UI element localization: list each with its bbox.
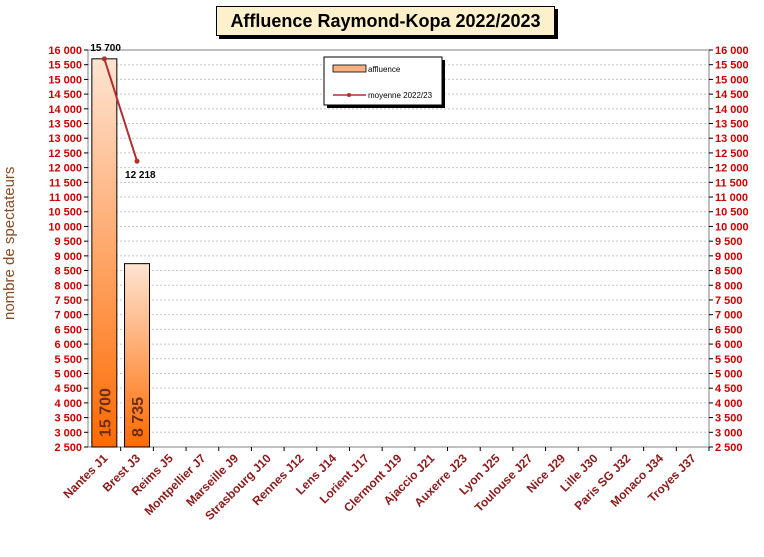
- y-tick-label-left: 14 000: [48, 104, 82, 116]
- y-tick-label-right: 14 500: [715, 89, 749, 101]
- y-tick-label-right: 12 500: [715, 148, 749, 160]
- y-tick-label-left: 13 500: [48, 119, 82, 131]
- y-tick-label-left: 8 500: [54, 266, 82, 278]
- y-tick-label-left: 11 000: [49, 192, 82, 204]
- y-tick-label-left: 13 000: [48, 133, 82, 145]
- average-point: [134, 158, 140, 164]
- y-tick-label-right: 14 000: [715, 104, 749, 116]
- y-tick-label-right: 16 000: [715, 45, 749, 57]
- y-tick-label-left: 6 000: [54, 339, 82, 351]
- legend-line-marker: [347, 93, 351, 97]
- y-tick-label-right: 11 500: [715, 177, 748, 189]
- y-tick-label-left: 16 000: [48, 45, 82, 57]
- average-point-label: 15 700: [90, 43, 121, 54]
- y-tick-label-right: 5 000: [715, 368, 743, 380]
- chart-title: Affluence Raymond-Kopa 2022/2023: [216, 6, 555, 36]
- y-tick-label-right: 10 500: [715, 207, 749, 219]
- y-tick-label-left: 2 500: [54, 442, 82, 454]
- average-point: [101, 56, 107, 62]
- average-line: 15 700 12 218: [90, 43, 156, 181]
- y-tick-label-right: 3 000: [715, 427, 743, 439]
- y-tick-label-right: 8 500: [715, 266, 743, 278]
- y-tick-label-left: 15 000: [48, 74, 82, 86]
- bars: 15 700 8 735: [91, 58, 151, 448]
- y-tick-label-right: 4 000: [715, 398, 743, 410]
- y-tick-label-left: 11 500: [49, 177, 82, 189]
- y-tick-label-right: 5 500: [715, 354, 743, 366]
- y-tick-label-right: 7 000: [715, 310, 743, 322]
- y-tick-label-left: 3 000: [54, 427, 82, 439]
- y-tick-label-left: 8 000: [54, 280, 82, 292]
- y-tick-label-right: 13 000: [715, 133, 749, 145]
- y-tick-label-left: 7 500: [54, 295, 82, 307]
- y-axis-right-ticks: 2 500 3 000 3 500 4 000 4 500 5 000 5 500 6 000…: [709, 45, 749, 454]
- y-tick-label-right: 8 000: [715, 280, 743, 292]
- bar: [124, 263, 151, 448]
- y-tick-label-right: 9 500: [715, 236, 743, 248]
- y-tick-label-left: 6 500: [54, 324, 82, 336]
- y-tick-label-right: 12 000: [715, 163, 749, 175]
- y-tick-label-right: 7 500: [715, 295, 743, 307]
- y-tick-label-left: 4 500: [54, 383, 82, 395]
- y-tick-label-right: 3 500: [715, 413, 743, 425]
- y-tick-label-left: 5 500: [54, 354, 82, 366]
- y-tick-label-left: 15 500: [48, 60, 82, 72]
- y-tick-label-right: 2 500: [715, 442, 743, 454]
- average-point-label: 12 218: [125, 170, 156, 181]
- plot-frame: [87, 49, 710, 448]
- y-tick-label-left: 12 500: [48, 148, 82, 160]
- bar-value-label: 15 700: [97, 388, 114, 437]
- legend-label-affluence: affluence: [368, 65, 401, 74]
- y-tick-label-right: 10 000: [715, 221, 749, 233]
- y-tick-label-right: 6 000: [715, 339, 743, 351]
- legend-bar-swatch: [332, 64, 367, 73]
- legend-label-moyenne: moyenne 2022/23: [368, 91, 433, 100]
- y-tick-label-left: 14 500: [48, 89, 82, 101]
- y-axis-left-ticks: 2 500 3 000 3 500 4 000 4 500 5 000 5 500 6 000…: [48, 45, 88, 454]
- x-category-label: Nantes J1: [60, 451, 110, 501]
- y-tick-label-right: 13 500: [715, 119, 749, 131]
- bar: [91, 58, 118, 448]
- y-tick-label-left: 10 000: [48, 221, 82, 233]
- y-tick-label-right: 6 500: [715, 324, 743, 336]
- y-tick-label-right: 9 000: [715, 251, 743, 263]
- y-tick-label-left: 9 000: [54, 251, 82, 263]
- y-tick-label-right: 15 000: [715, 74, 749, 86]
- bar-value-label: 8 735: [130, 397, 147, 437]
- y-tick-label-left: 9 500: [54, 236, 82, 248]
- y-tick-label-left: 3 500: [54, 413, 82, 425]
- y-tick-label-left: 10 500: [48, 207, 82, 219]
- average-line-path: [103, 58, 138, 162]
- legend: affluence moyenne 2022/23: [323, 56, 445, 108]
- y-tick-label-left: 5 000: [54, 368, 82, 380]
- y-tick-label-left: 12 000: [48, 163, 82, 175]
- y-tick-label-left: 4 000: [54, 398, 82, 410]
- y-tick-label-right: 4 500: [715, 383, 743, 395]
- gridlines: [88, 49, 709, 448]
- y-tick-label-left: 7 000: [54, 310, 82, 322]
- y-tick-label-right: 11 000: [715, 192, 748, 204]
- y-tick-label-right: 15 500: [715, 60, 749, 72]
